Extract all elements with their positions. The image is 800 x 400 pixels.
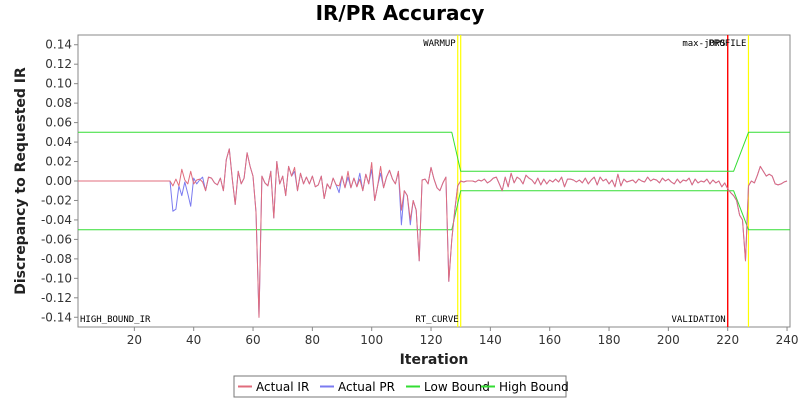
y-tick-label: -0.12 — [41, 291, 72, 305]
series-layer — [78, 131, 790, 318]
y-tick-label: 0.08 — [45, 96, 72, 110]
legend-label: Low Bound — [424, 380, 490, 394]
series-line — [78, 190, 790, 231]
x-axis-title: Iteration — [400, 352, 469, 368]
x-tick-label: 160 — [538, 333, 561, 347]
y-tick-label: 0.00 — [45, 174, 72, 188]
y-tick-label: 0.06 — [45, 116, 72, 130]
y-tick-label: -0.04 — [41, 213, 72, 227]
x-tick-label: 100 — [360, 333, 383, 347]
y-tick-label: 0.12 — [45, 57, 72, 71]
x-tick-label: 80 — [305, 333, 320, 347]
y-tick-label: 0.10 — [45, 77, 72, 91]
x-tick-label: 60 — [245, 333, 260, 347]
series-line — [78, 131, 790, 172]
y-axis-title: Discrepancy to Requested IR — [13, 67, 29, 295]
legend-label: Actual PR — [338, 380, 395, 394]
marker-label: RT_CURVE — [415, 315, 458, 325]
marker-label: max-jOPS — [682, 39, 725, 49]
x-tick-label: 120 — [420, 333, 443, 347]
x-tick-label: 220 — [716, 333, 739, 347]
marker-label: HIGH_BOUND_IR — [80, 315, 151, 325]
x-tick-label: 20 — [127, 333, 142, 347]
marker-label: WARMUP — [423, 39, 456, 49]
legend-items: Actual IR Actual PR Low Bound High Bound — [238, 380, 569, 394]
y-tick-label: 0.02 — [45, 155, 72, 169]
y-tick-label: 0.04 — [45, 135, 72, 149]
series-line — [78, 148, 788, 318]
chart-title: IR/PR Accuracy — [316, 1, 485, 25]
y-tick-label: -0.02 — [41, 193, 72, 207]
x-tick-label: 40 — [186, 333, 201, 347]
x-tick-label: 200 — [657, 333, 680, 347]
x-tick-label: 140 — [479, 333, 502, 347]
y-axis: -0.14 -0.12 -0.10 -0.08 -0.06 -0.04 -0.02 0.00 0… — [41, 38, 78, 324]
y-tick-label: -0.08 — [41, 252, 72, 266]
legend: Actual IR Actual PR Low Bound High Bound — [233, 375, 569, 398]
legend-box — [233, 375, 567, 398]
y-tick-label: -0.14 — [41, 310, 72, 324]
x-axis: 20 40 60 80 100 120 140 160 180 200 220 240 — [127, 327, 799, 347]
y-tick-label: 0.14 — [45, 38, 72, 52]
x-tick-label: 180 — [598, 333, 621, 347]
marker-label: VALIDATION — [672, 315, 726, 325]
plot-area — [77, 34, 791, 328]
x-tick-label: 240 — [776, 333, 799, 347]
legend-label: Actual IR — [256, 380, 309, 394]
y-tick-label: -0.06 — [41, 232, 72, 246]
y-tick-label: -0.10 — [41, 271, 72, 285]
legend-label: High Bound — [499, 380, 569, 394]
marker-label: PROFILE — [709, 39, 747, 49]
